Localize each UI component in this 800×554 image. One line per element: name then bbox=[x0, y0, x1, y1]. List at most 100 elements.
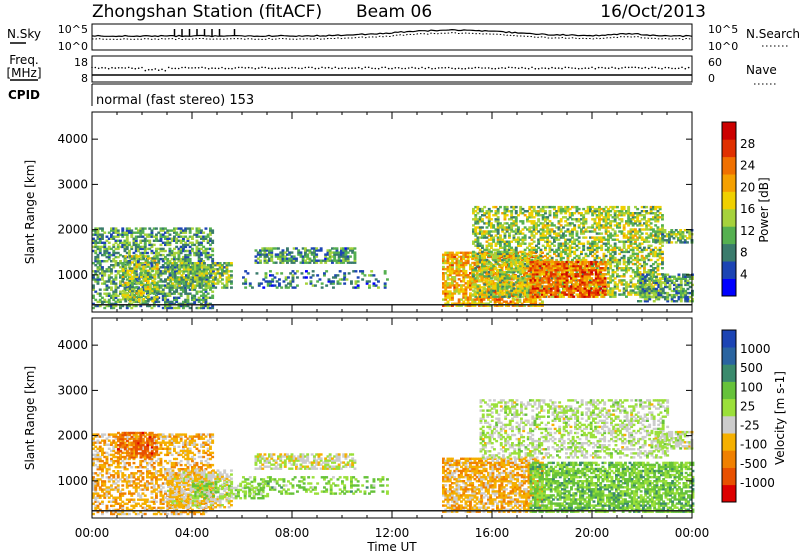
power-cell bbox=[155, 270, 158, 273]
power-cell bbox=[121, 229, 125, 232]
power-cell bbox=[123, 249, 127, 253]
power-cell bbox=[150, 251, 154, 255]
power-cell bbox=[125, 286, 129, 289]
power-cell bbox=[197, 298, 201, 302]
power-cell bbox=[446, 300, 450, 303]
power-cell bbox=[112, 249, 116, 253]
power-cell bbox=[173, 292, 176, 295]
power-cell bbox=[194, 264, 197, 267]
power-cell bbox=[182, 290, 185, 293]
power-cell bbox=[143, 245, 147, 249]
power-cell bbox=[191, 276, 195, 279]
power-cell bbox=[170, 257, 174, 261]
power-cell bbox=[159, 249, 163, 253]
power-cell bbox=[105, 280, 109, 283]
power-cell bbox=[206, 251, 210, 255]
power-cell bbox=[171, 274, 175, 277]
power-cell bbox=[123, 245, 127, 249]
power-cell bbox=[164, 294, 167, 297]
power-cell bbox=[123, 241, 127, 244]
power-cell bbox=[196, 276, 200, 279]
power-cell bbox=[230, 286, 233, 289]
power-cell bbox=[110, 276, 113, 279]
power-cell bbox=[155, 255, 159, 258]
power-cell bbox=[262, 286, 266, 289]
power-cell bbox=[128, 304, 131, 308]
power-cell bbox=[122, 271, 125, 274]
power-cell bbox=[193, 274, 197, 277]
power-cell bbox=[207, 280, 211, 283]
power-cell bbox=[92, 302, 95, 306]
power-cell bbox=[122, 273, 125, 276]
power-cell bbox=[101, 245, 104, 249]
power-cell bbox=[204, 300, 208, 304]
power-cell bbox=[94, 233, 98, 236]
power-cell bbox=[191, 278, 194, 281]
power-cell bbox=[168, 302, 172, 306]
power-cell bbox=[175, 300, 179, 304]
power-cell bbox=[584, 258, 588, 262]
power-cell bbox=[195, 241, 199, 244]
power-cell bbox=[207, 282, 211, 285]
power-cell bbox=[155, 287, 159, 291]
power-cell bbox=[197, 255, 201, 259]
power-cell bbox=[137, 243, 140, 247]
power-cell bbox=[155, 251, 158, 255]
power-cell bbox=[256, 253, 260, 256]
power-cell bbox=[211, 286, 215, 289]
power-cell bbox=[613, 248, 617, 252]
power-cell bbox=[164, 280, 167, 283]
power-cell bbox=[577, 246, 581, 249]
power-cell bbox=[225, 280, 229, 283]
power-cell bbox=[114, 294, 118, 297]
power-cell bbox=[141, 286, 145, 289]
nave-point bbox=[464, 67, 467, 70]
power-cell bbox=[553, 205, 556, 209]
freq-tick-bottom: 8 bbox=[81, 72, 88, 85]
power-cell bbox=[182, 284, 186, 287]
power-cell bbox=[325, 270, 329, 273]
power-cell bbox=[170, 237, 174, 240]
power-cell bbox=[184, 286, 188, 289]
power-cell bbox=[107, 286, 111, 289]
power-cell bbox=[196, 282, 200, 285]
power-cell bbox=[146, 233, 149, 236]
power-cell bbox=[103, 306, 107, 310]
power-cell bbox=[173, 296, 176, 299]
power-cell bbox=[114, 239, 118, 242]
power-cell bbox=[98, 292, 102, 295]
nave-point bbox=[491, 67, 493, 70]
power-cell bbox=[157, 288, 161, 291]
nave-point bbox=[484, 67, 487, 69]
power-cell bbox=[112, 251, 116, 255]
power-cell bbox=[98, 300, 102, 304]
power-cell bbox=[143, 251, 147, 255]
power-cell bbox=[149, 291, 152, 295]
power-cell bbox=[173, 229, 176, 232]
power-cell bbox=[191, 294, 194, 297]
power-cell bbox=[508, 232, 511, 235]
power-cell bbox=[187, 266, 191, 269]
power-cell bbox=[137, 229, 140, 232]
power-cell bbox=[157, 296, 161, 299]
power-cell bbox=[119, 245, 122, 249]
power-cell bbox=[200, 274, 204, 277]
power-cell bbox=[161, 241, 165, 244]
power-cell bbox=[356, 284, 360, 287]
power-cell bbox=[535, 226, 538, 229]
power-cell bbox=[128, 269, 132, 272]
power-cell bbox=[180, 276, 184, 279]
power-cell bbox=[195, 231, 199, 234]
power-cell bbox=[189, 272, 193, 275]
power-cell bbox=[164, 255, 167, 259]
power-cell bbox=[168, 294, 172, 297]
power-cell bbox=[107, 280, 111, 283]
nave-point bbox=[474, 66, 477, 69]
power-cell bbox=[230, 264, 233, 267]
power-cell bbox=[166, 294, 170, 297]
power-cell bbox=[152, 251, 156, 255]
power-cell bbox=[103, 272, 107, 275]
power-cell bbox=[153, 259, 157, 262]
power-cell bbox=[131, 275, 134, 278]
power-cell bbox=[188, 229, 192, 232]
